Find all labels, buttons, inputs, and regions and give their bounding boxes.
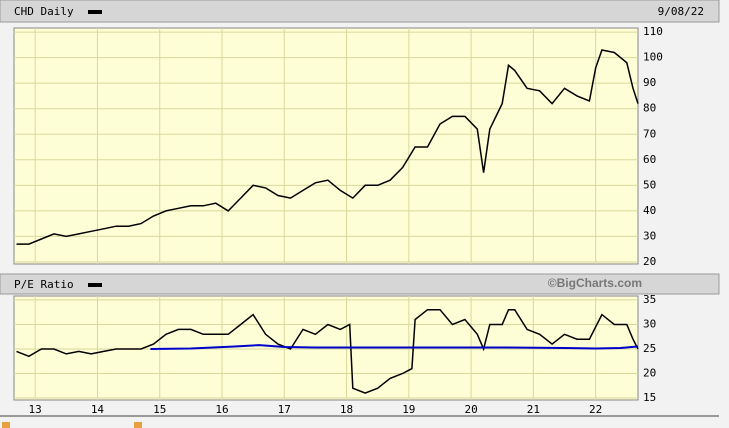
y-tick-label: 25 [643,342,656,355]
x-tick-label: 19 [402,403,415,416]
x-tick-label: 22 [589,403,602,416]
x-tick-label: 17 [278,403,291,416]
legend-key [88,283,102,287]
source: ©BigCharts.com [548,276,642,290]
x-tick-label: 13 [29,403,42,416]
y-tick-label: 90 [643,76,656,89]
date: 9/08/22 [658,5,704,18]
y-tick-label: 20 [643,255,656,268]
y-tick-label: 60 [643,153,656,166]
icon [134,422,142,428]
y-tick-label: 50 [643,178,656,191]
x-tick-label: 15 [153,403,166,416]
y-tick-label: 70 [643,127,656,140]
y-tick-label: 35 [643,293,656,306]
y-tick-label: 80 [643,102,656,115]
chart-title: CHD Daily [14,5,74,18]
x-tick-label: 16 [215,403,228,416]
y-tick-label: 100 [643,51,663,64]
divider [0,415,719,417]
y-tick-label: 30 [643,317,656,330]
line [16,308,639,394]
line [16,49,639,245]
y-tick-label: 15 [643,391,656,404]
header-bar [0,273,720,295]
y-tick-label: 30 [643,229,656,242]
plot-area [13,27,639,265]
x-tick-label: 14 [91,403,105,416]
line [150,344,639,350]
icon [2,422,10,428]
x-tick-label: 21 [527,403,540,416]
y-tick-label: 20 [643,367,656,380]
x-tick-label: 18 [340,403,353,416]
y-tick-label: 40 [643,204,656,217]
chart-title: P/E Ratio [14,278,74,291]
x-tick-label: 20 [464,403,477,416]
legend-key [88,10,102,14]
y-tick-label: 110 [643,25,663,38]
header-bar [0,0,720,23]
